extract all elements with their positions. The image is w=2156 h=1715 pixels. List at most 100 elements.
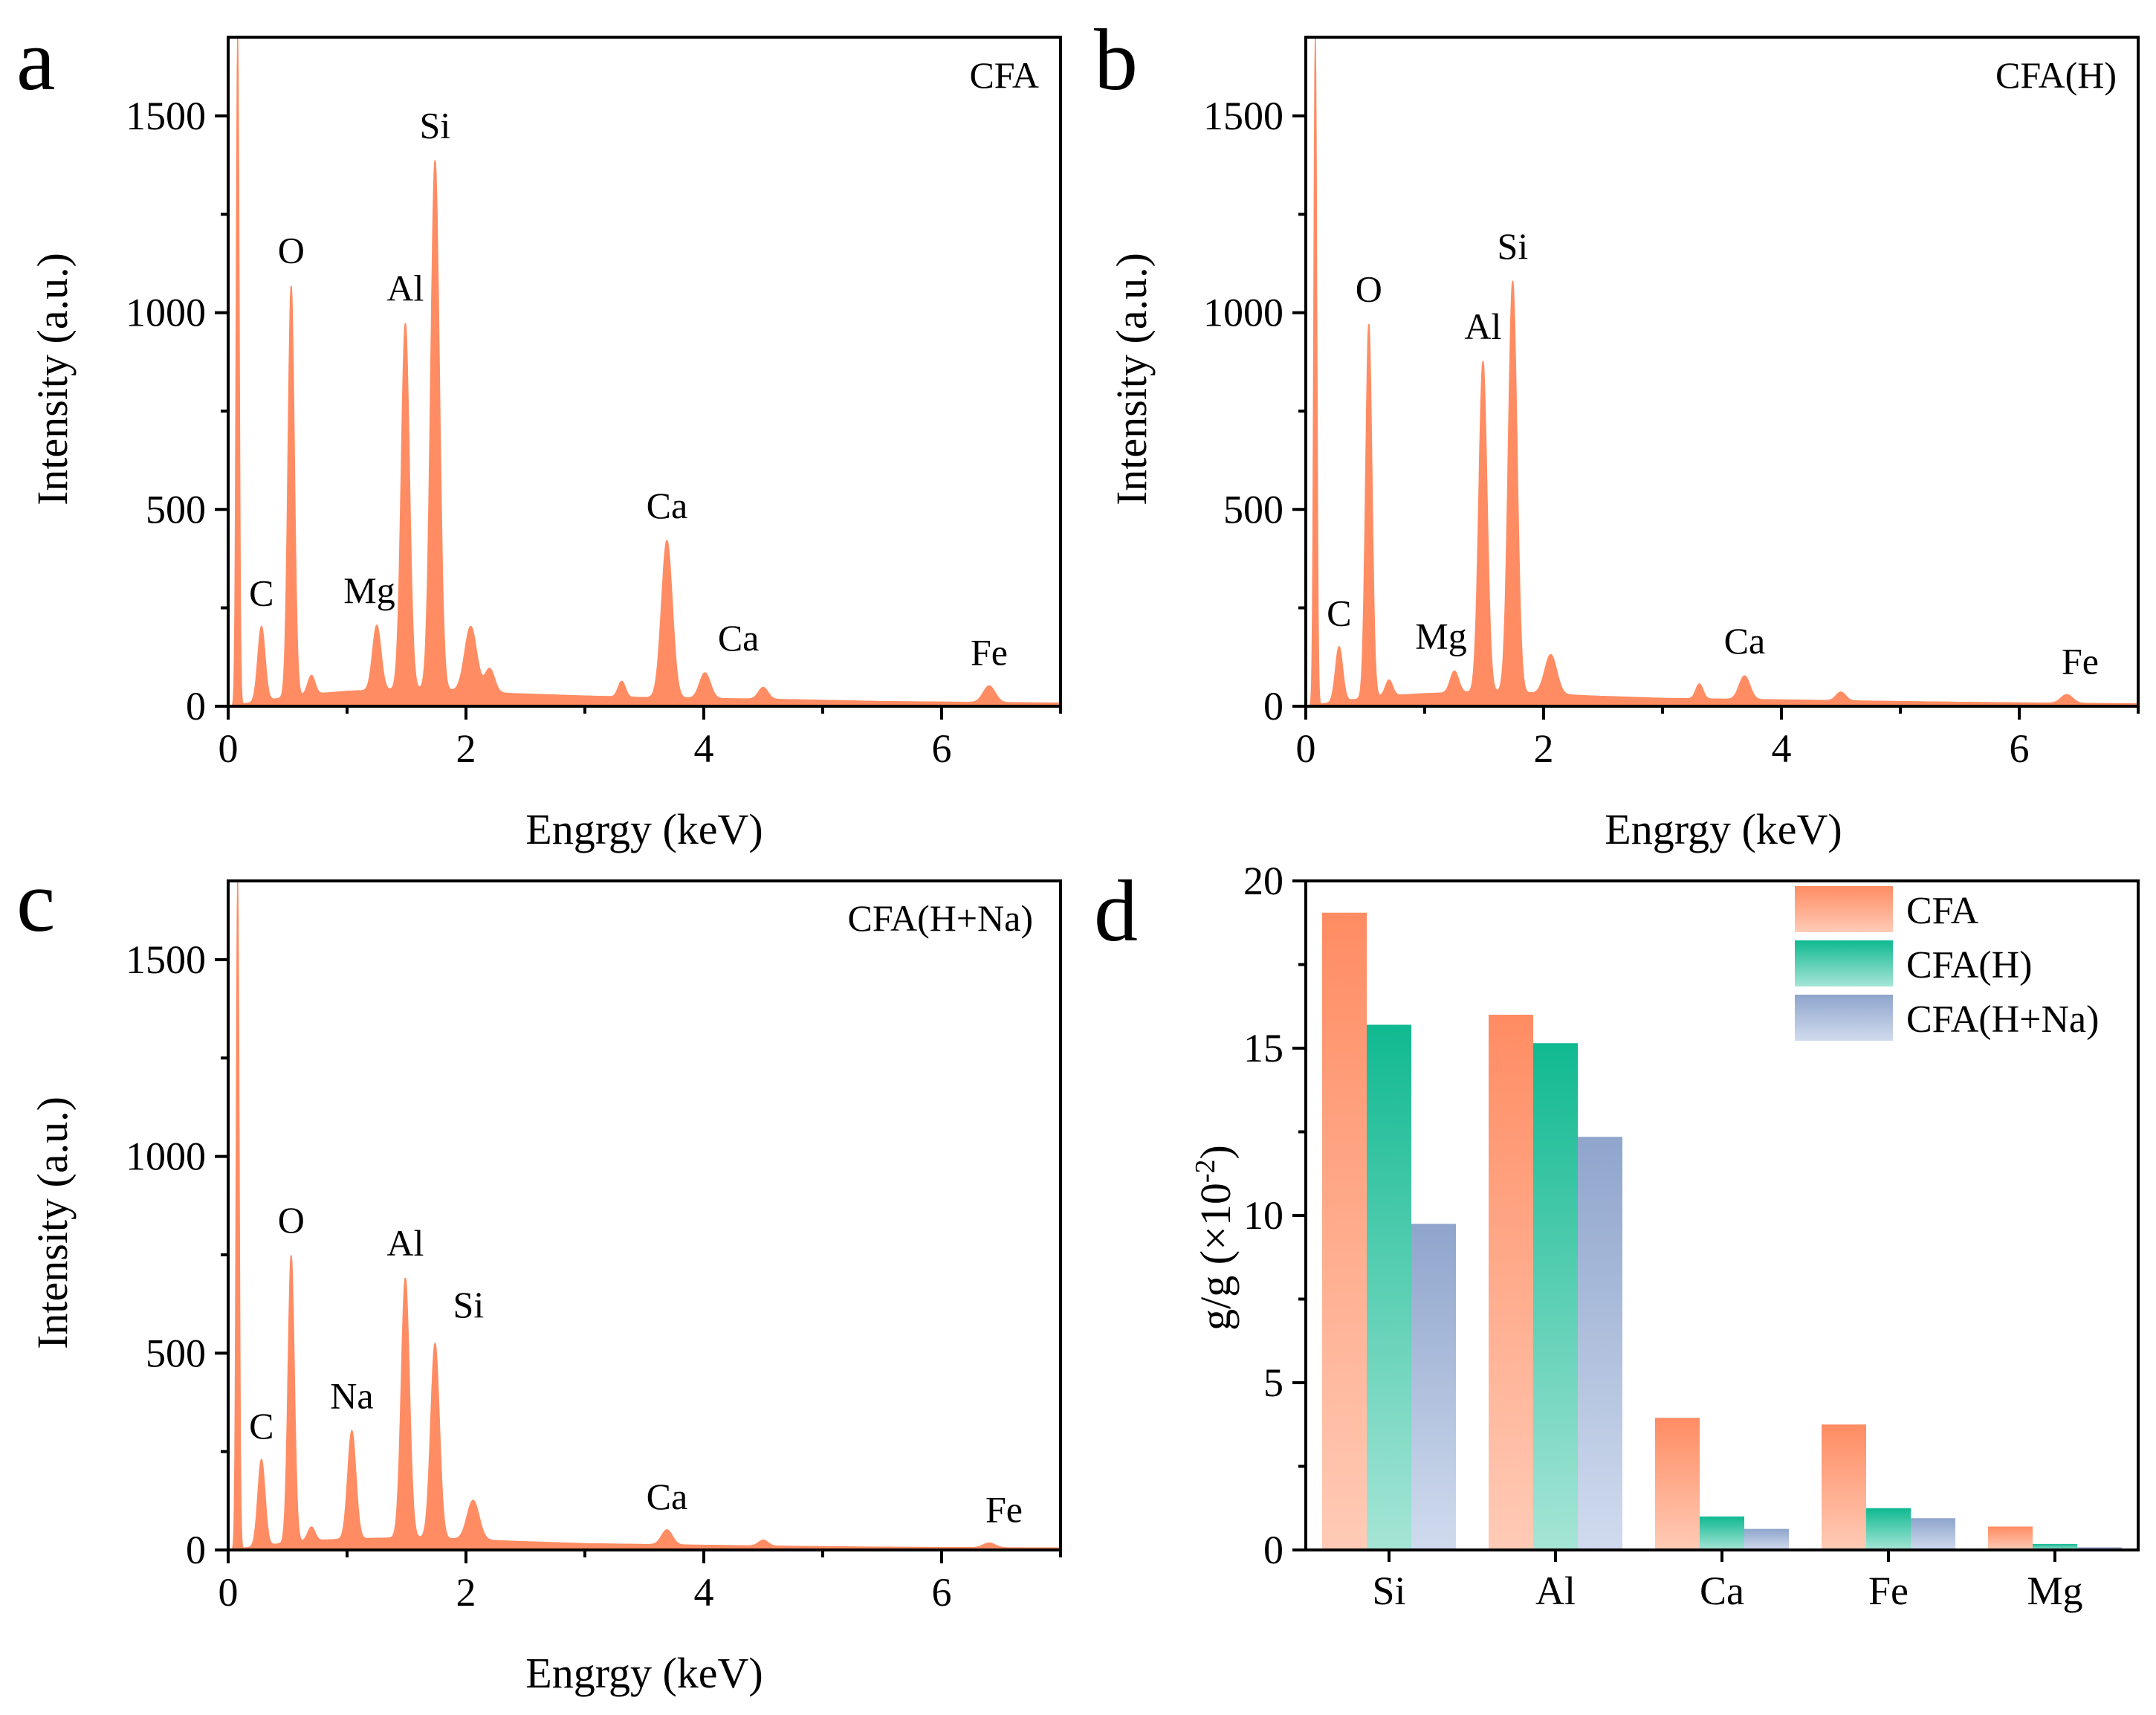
legend-swatch-cfa <box>1795 886 1893 932</box>
y-axis-title-c: Intensity (a.u.) <box>28 1096 77 1349</box>
x-tick-label: Mg <box>2027 1569 2082 1613</box>
peak-label-si: Si <box>420 104 451 146</box>
spectrum-plot-c: 0 2 4 6 0 500 1000 1500 C O Na Al Si Ca Fe <box>126 879 1062 1615</box>
spectrum-area <box>230 881 1061 1550</box>
peak-label-ca: Ca <box>647 485 688 526</box>
panel-letter-d: d <box>1094 862 1138 960</box>
bar-ca-cfa <box>1655 1418 1700 1550</box>
bar-si-cfa-h <box>1367 1024 1411 1550</box>
bar-si-cfa <box>1322 912 1367 1550</box>
peak-label-si: Si <box>453 1284 485 1325</box>
peak-label-fe: Fe <box>971 632 1008 674</box>
x-axis-title-b: Engrgy (keV) <box>1605 805 1842 853</box>
peak-label-fe: Fe <box>2062 640 2099 682</box>
legend-label-cfa-hna: CFA(H+Na) <box>1906 998 2099 1041</box>
peak-label-ca: Ca <box>718 617 760 659</box>
plot-frame <box>227 879 1062 1551</box>
bar-si-cfa-h-na <box>1411 1224 1456 1550</box>
peak-label-fe: Fe <box>985 1489 1023 1531</box>
x-tick-label: 0 <box>218 1570 239 1615</box>
panel-a: a 0 2 4 6 0 500 1000 1500 C O Mg Al Si Ca Ca Fe CFA Eng… <box>16 11 1062 853</box>
y-tick-label: 500 <box>146 1331 206 1375</box>
bar-ca-cfa-h-na <box>1744 1528 1789 1550</box>
legend-swatch-cfa-h <box>1795 940 1893 986</box>
x-tick-label: Si <box>1372 1569 1405 1613</box>
y-tick-label: 1000 <box>126 1134 206 1179</box>
y-tick-label: 1500 <box>126 94 206 138</box>
x-tick-label: 2 <box>1534 726 1554 771</box>
peak-label-o: O <box>278 1199 305 1241</box>
peak-label-o: O <box>278 230 305 271</box>
y-tick-label: 1500 <box>1203 94 1283 138</box>
x-tick-label: 0 <box>218 726 239 771</box>
peak-label-mg: Mg <box>343 569 395 611</box>
peak-label-al: Al <box>386 268 424 309</box>
bar-mg-cfa-h <box>2033 1543 2077 1550</box>
peak-label-c: C <box>1327 592 1351 634</box>
x-tick-label: 4 <box>694 1570 714 1615</box>
y-tick-label: 500 <box>146 487 206 532</box>
bar-al-cfa-h <box>1533 1043 1578 1550</box>
x-tick-label: 4 <box>694 726 714 771</box>
peak-label-al: Al <box>1464 306 1501 347</box>
x-tick-label: 4 <box>1772 726 1792 771</box>
panel-b: b 0 2 4 6 0 500 1000 1500 C O Mg Al Si Ca Fe CFA(H) En… <box>1094 11 2140 853</box>
bar-fe-cfa <box>1822 1424 1866 1550</box>
peak-label-o: O <box>1356 268 1382 309</box>
peak-label-na: Na <box>330 1375 373 1416</box>
sample-label-c: CFA(H+Na) <box>848 897 1033 939</box>
legend-label-cfa-h: CFA(H) <box>1906 944 2032 986</box>
x-tick-label: Fe <box>1868 1569 1909 1613</box>
sample-label-b: CFA(H) <box>1995 54 2117 96</box>
y-axis-title-d: g/g (×10-2) <box>1190 1145 1240 1331</box>
panel-letter-b: b <box>1094 11 1138 109</box>
plot-frame <box>1304 36 2140 708</box>
panel-letter-c: c <box>16 853 55 950</box>
peak-label-ca: Ca <box>647 1476 688 1517</box>
spectrum-plot-b: 0 2 4 6 0 500 1000 1500 C O Mg Al Si Ca Fe <box>1203 36 2140 771</box>
y-axis-title-a: Intensity (a.u.) <box>28 253 77 506</box>
x-tick-label: 6 <box>932 1570 952 1615</box>
spectrum-area <box>1307 37 2138 706</box>
bar-al-cfa-h-na <box>1578 1137 1622 1550</box>
y-tick-label: 0 <box>1263 1528 1283 1572</box>
legend-swatch-cfa-hna <box>1795 995 1893 1041</box>
x-tick-label: 6 <box>2010 726 2030 771</box>
y-tick-label: 1000 <box>126 291 206 335</box>
peak-label-mg: Mg <box>1415 616 1466 657</box>
peak-label-ca: Ca <box>1724 620 1766 662</box>
x-tick-label: Al <box>1535 1569 1576 1613</box>
y-tick-label: 0 <box>1263 684 1283 729</box>
x-tick-label: Ca <box>1700 1569 1744 1613</box>
legend: CFA CFA(H) CFA(H+Na) <box>1795 886 2099 1041</box>
bar-al-cfa <box>1489 1015 1533 1550</box>
y-tick-label: 5 <box>1263 1360 1283 1405</box>
y-tick-label: 1000 <box>1203 291 1283 335</box>
plot-frame <box>227 36 1062 708</box>
y-tick-label: 10 <box>1243 1193 1283 1238</box>
y-axis-title-b: Intensity (a.u.) <box>1107 253 1156 506</box>
bar-fe-cfa-h <box>1866 1508 1911 1550</box>
bar-plot-d: Si Al Ca Fe Mg 0 5 10 15 20 <box>1243 859 2140 1613</box>
peak-label-c: C <box>249 572 273 613</box>
peak-label-al: Al <box>386 1222 424 1264</box>
x-axis-title-a: Engrgy (keV) <box>525 805 763 853</box>
x-tick-label: 2 <box>456 726 476 771</box>
x-tick-label: 6 <box>932 726 952 771</box>
spectrum-plot-a: 0 2 4 6 0 500 1000 1500 C O Mg Al Si Ca Ca Fe <box>126 36 1062 771</box>
x-tick-label: 2 <box>456 1570 476 1615</box>
y-tick-label: 1500 <box>126 937 206 982</box>
legend-label-cfa: CFA <box>1906 890 1979 932</box>
bar-fe-cfa-h-na <box>1911 1518 1955 1550</box>
bar-mg-cfa <box>1988 1526 2033 1550</box>
peak-label-c: C <box>249 1405 273 1447</box>
peak-label-si: Si <box>1498 225 1529 267</box>
panel-d: d Si Al Ca Fe Mg 0 5 10 15 20 g/g (×10-2) CFA CFA… <box>1094 859 2140 1613</box>
x-axis-title-c: Engrgy (keV) <box>525 1649 763 1697</box>
y-tick-label: 20 <box>1243 859 1283 903</box>
bar-ca-cfa-h <box>1700 1517 1744 1550</box>
y-tick-label: 0 <box>186 1528 206 1572</box>
panel-letter-a: a <box>16 11 55 109</box>
y-tick-label: 500 <box>1223 487 1283 532</box>
